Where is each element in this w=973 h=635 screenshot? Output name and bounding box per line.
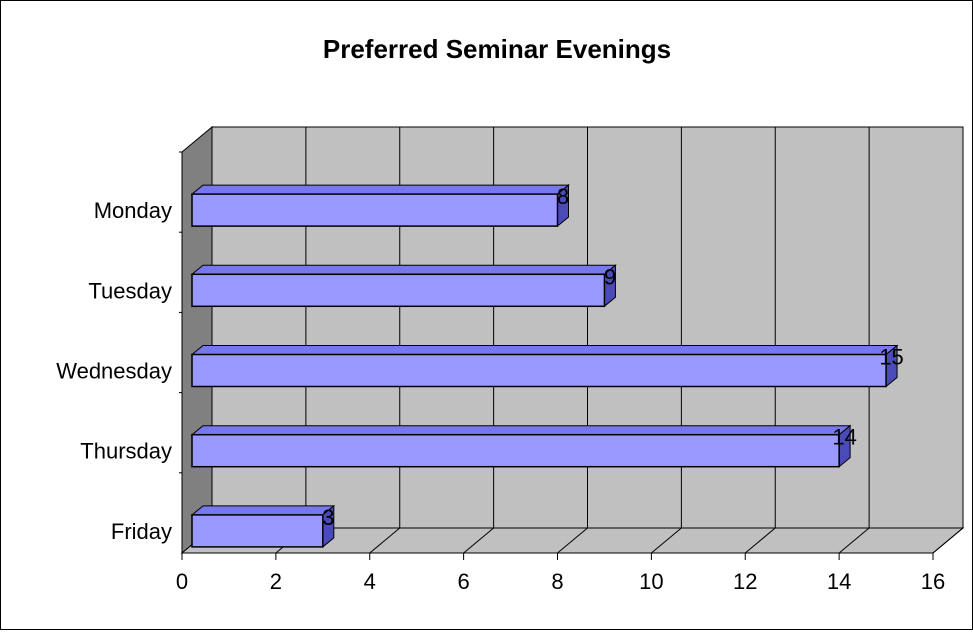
y-tick-label: Wednesday: [56, 359, 172, 384]
floor-gridline: [557, 527, 588, 554]
y-tick-label: Thursday: [80, 439, 172, 464]
x-tick-label: 4: [364, 569, 376, 594]
x-tick-label: 12: [733, 569, 757, 594]
x-tick-label: 14: [827, 569, 851, 594]
y-tick-label: Tuesday: [88, 278, 172, 303]
data-label: 8: [557, 184, 569, 209]
x-tick-label: 16: [921, 569, 945, 594]
floor-gridline: [744, 527, 776, 554]
bar: [191, 353, 887, 388]
bar: [191, 514, 324, 548]
floor-gridline: [932, 527, 964, 554]
floor-gridline: [838, 527, 870, 554]
data-label: 15: [879, 345, 903, 370]
data-label: 3: [322, 505, 334, 530]
x-tick-label: 0: [176, 569, 188, 594]
x-tick-label: 8: [551, 569, 563, 594]
bar-top: [190, 505, 336, 516]
data-label: 9: [604, 264, 616, 289]
bar-top: [190, 425, 852, 436]
chart-title: Preferred Seminar Evenings: [323, 34, 671, 64]
bar: [191, 273, 606, 308]
y-tick-label: Friday: [111, 519, 172, 544]
floor-gridline: [463, 527, 494, 554]
x-tick-label: 10: [639, 569, 663, 594]
plot-area: 0 2 4 6 8 10 12 14 16 Monday 8 Tuesday 9 Wednesday 15 T…: [56, 125, 965, 594]
bar-top: [190, 345, 899, 355]
bar: [191, 193, 559, 227]
data-label: 14: [832, 425, 856, 450]
x-tick-label: 2: [270, 569, 282, 594]
bar-top: [190, 184, 570, 195]
floor-gridline: [369, 527, 401, 554]
bar-top: [190, 264, 617, 275]
x-tick-label: 6: [458, 569, 470, 594]
bar: [191, 433, 840, 468]
y-tick-label: Monday: [94, 198, 172, 223]
floor-gridline: [651, 527, 682, 554]
